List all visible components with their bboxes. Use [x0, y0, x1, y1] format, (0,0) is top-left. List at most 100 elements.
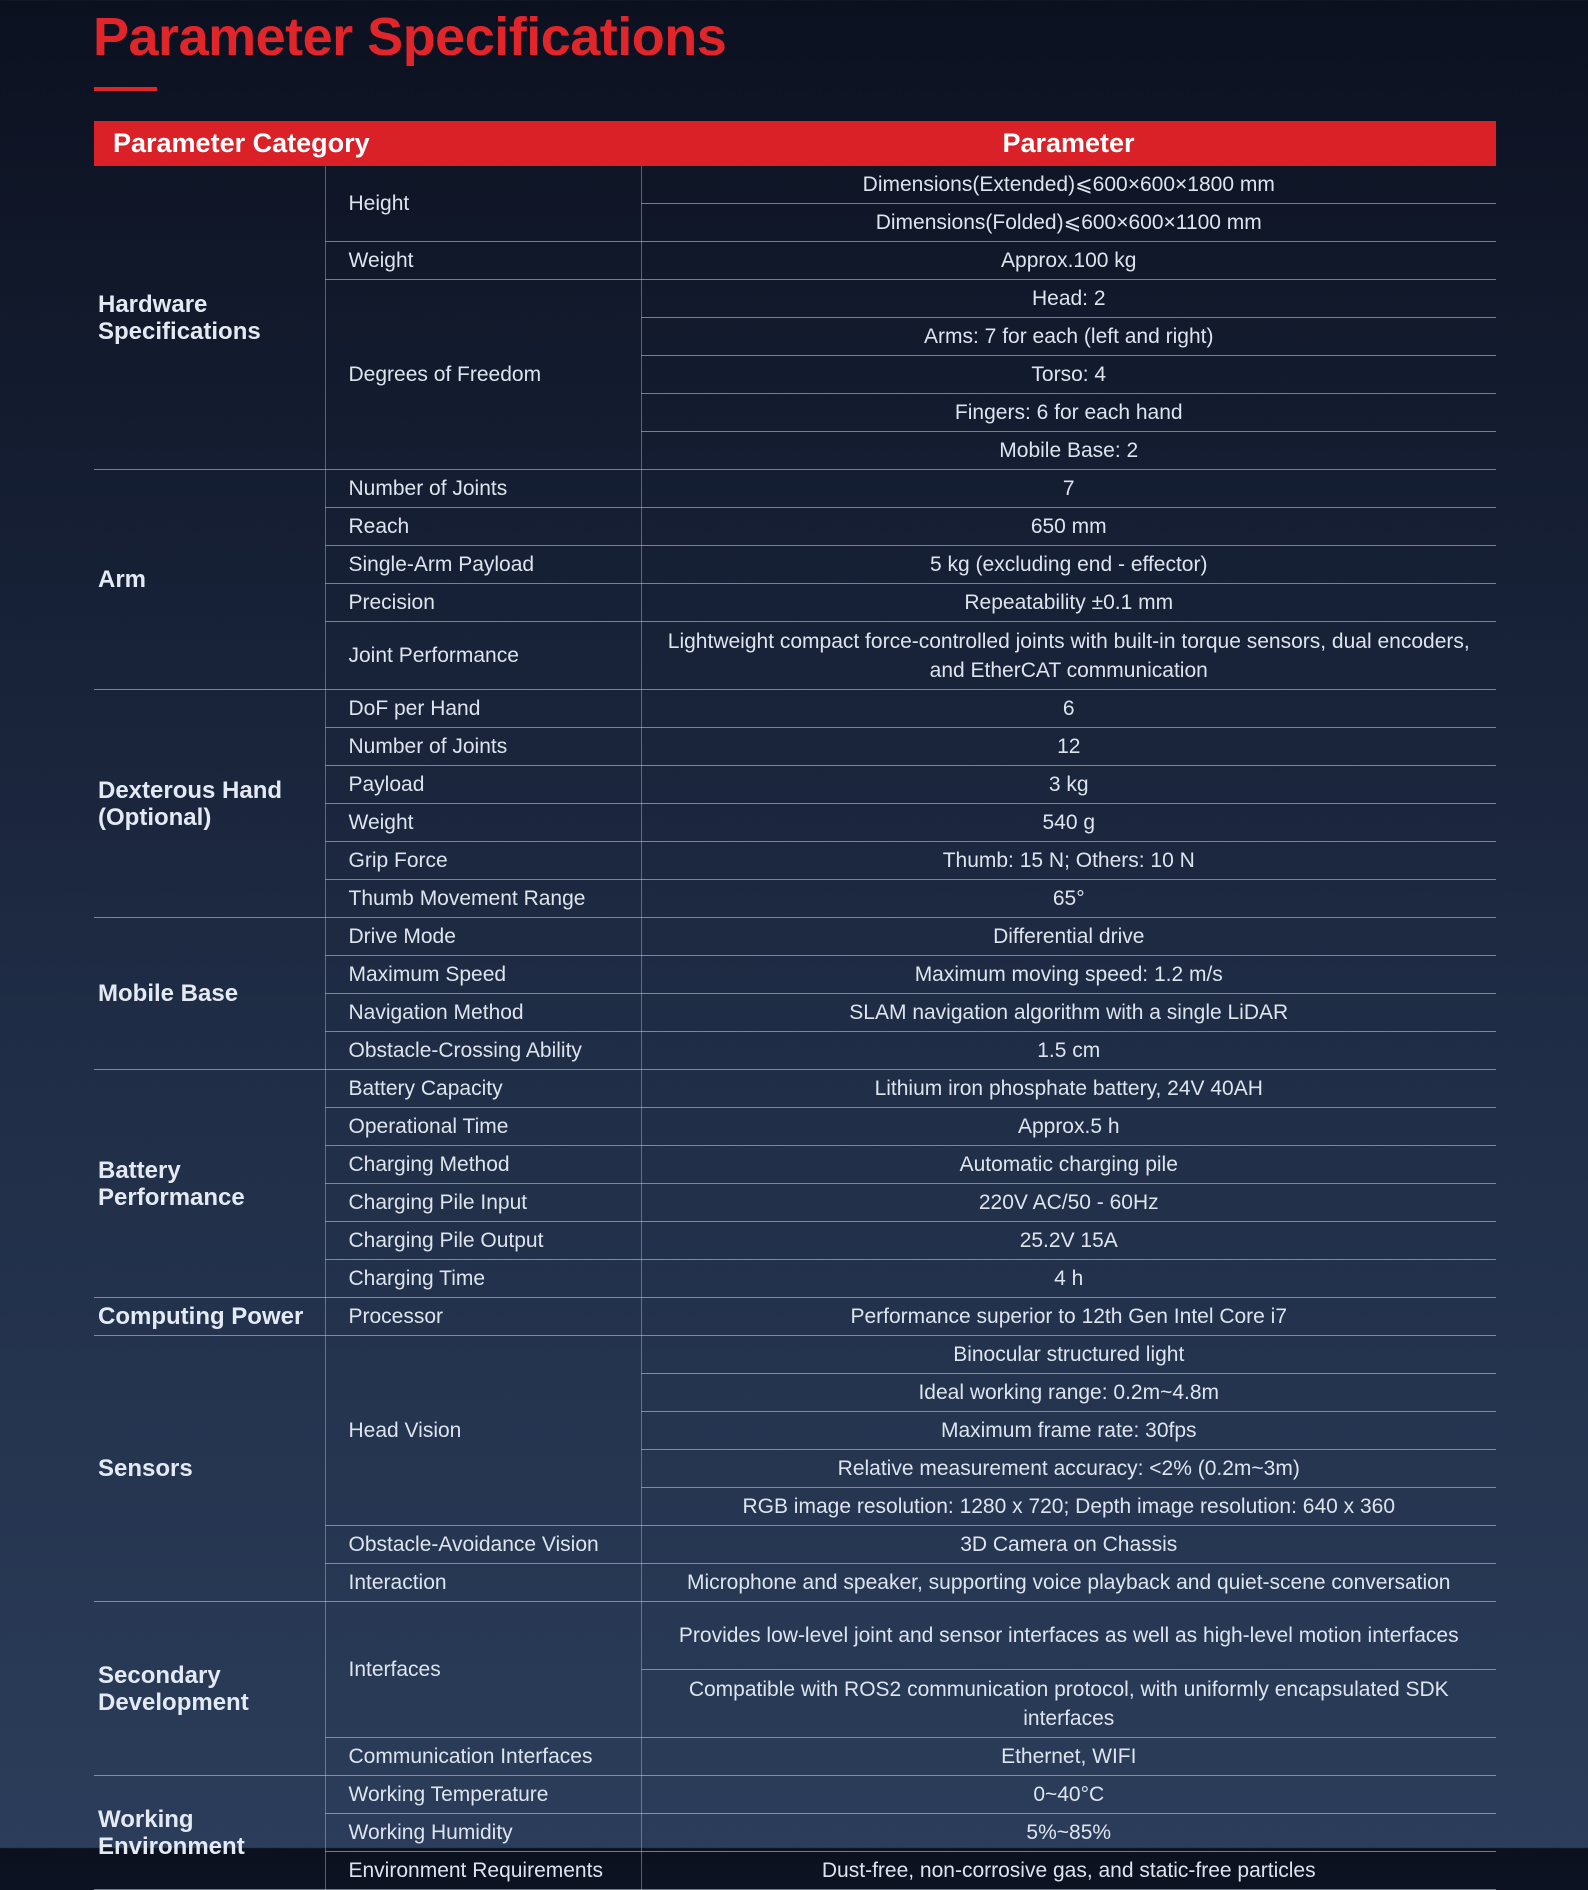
table-row: Sensors Head Vision Binocular structured l… — [94, 1335, 1496, 1602]
parameter-value-cell: Relative measurement accuracy: <2% (0.2m… — [641, 1449, 1496, 1488]
parameter-value-cell: 4 h — [641, 1259, 1496, 1298]
parameter-name-cell: Communication Interfaces — [325, 1737, 642, 1776]
parameter-name-cell: Battery Capacity — [325, 1069, 642, 1108]
table-header: Parameter Category Parameter — [94, 121, 1496, 166]
category-cell: Secondary Development — [94, 1601, 326, 1776]
table-row: Arm Number of Joints 7 — [94, 469, 1496, 690]
parameter-value-cell: Lightweight compact force-controlled joi… — [641, 621, 1496, 690]
title-underline — [94, 87, 157, 91]
parameter-name-cell: Charging Method — [325, 1145, 642, 1184]
parameter-name-cell: Single-Arm Payload — [325, 545, 642, 584]
parameter-value-cell: Approx.100 kg — [641, 241, 1496, 280]
parameter-name-cell: Head Vision — [325, 1335, 642, 1526]
category-cell: Sensors — [94, 1335, 326, 1602]
table-row: Secondary Development Interfaces Provides … — [94, 1601, 1496, 1776]
table-body: Hardware Specifications Height Dimensions(… — [94, 166, 1496, 1890]
table-row: Computing Power Processor Performance supe… — [94, 1297, 1496, 1336]
table-row: Weight 540 g — [94, 803, 1496, 842]
page-title: Parameter Specifications — [93, 7, 727, 67]
parameter-name-cell: Payload — [325, 765, 642, 804]
table-row: Mobile Base: 2 — [94, 431, 1496, 470]
table-row: Thumb Movement Range 65° — [94, 879, 1496, 918]
category-cell: Arm — [94, 469, 326, 690]
table-row: Reach 650 mm — [94, 507, 1496, 546]
table-row: Maximum Speed Maximum moving speed: 1.2 m… — [94, 955, 1496, 994]
parameter-value-cell: Automatic charging pile — [641, 1145, 1496, 1184]
parameter-value-cell: Performance superior to 12th Gen Intel C… — [641, 1297, 1496, 1336]
parameter-value-cell: 25.2V 15A — [641, 1221, 1496, 1260]
parameter-name-cell: Number of Joints — [325, 469, 642, 508]
parameter-value-cell: 540 g — [641, 803, 1496, 842]
header-parameter: Parameter — [641, 121, 1496, 166]
parameter-value-cell: Fingers: 6 for each hand — [641, 393, 1496, 432]
parameter-value-cell: 650 mm — [641, 507, 1496, 546]
parameter-value-cell: Head: 2 — [641, 279, 1496, 318]
parameter-name-cell: Charging Time — [325, 1259, 642, 1298]
parameter-name-cell: Interaction — [325, 1563, 642, 1602]
parameter-value-cell: Compatible with ROS2 communication proto… — [641, 1669, 1496, 1738]
table-row: Number of Joints 12 — [94, 727, 1496, 766]
parameter-name-cell: Height — [325, 166, 642, 242]
table-row: Joint Performance Lightweight compact for… — [94, 621, 1496, 690]
parameter-value-cell: Dimensions(Folded)⩽600×600×1100 mm — [641, 203, 1496, 242]
parameter-value-cell: Approx.5 h — [641, 1107, 1496, 1146]
parameter-name-cell: Thumb Movement Range — [325, 879, 642, 918]
parameter-value-cell: Differential drive — [641, 917, 1496, 956]
table-row: Dimensions(Folded)⩽600×600×1100 mm — [94, 203, 1496, 242]
parameter-name-cell: Environment Requirements — [325, 1851, 642, 1890]
parameter-name-cell: Degrees of Freedom — [325, 279, 642, 470]
parameter-name-cell: Precision — [325, 583, 642, 622]
parameter-name-cell: Obstacle-Avoidance Vision — [325, 1525, 642, 1564]
parameter-name-cell: Weight — [325, 241, 642, 280]
category-cell: Battery Performance — [94, 1069, 326, 1298]
parameter-name-cell: Interfaces — [325, 1601, 642, 1738]
parameter-name-cell: DoF per Hand — [325, 689, 642, 728]
table-row: Charging Pile Output 25.2V 15A — [94, 1221, 1496, 1260]
parameter-name-cell: Navigation Method — [325, 993, 642, 1032]
parameter-name-cell: Operational Time — [325, 1107, 642, 1146]
table-row: Relative measurement accuracy: <2% (0.2m… — [94, 1449, 1496, 1488]
category-cell: Hardware Specifications — [94, 166, 326, 470]
parameter-name-cell: Working Temperature — [325, 1775, 642, 1814]
parameter-name-cell: Drive Mode — [325, 917, 642, 956]
table-row: Navigation Method SLAM navigation algorit… — [94, 993, 1496, 1032]
table-row: Single-Arm Payload 5 kg (excluding end - … — [94, 545, 1496, 584]
parameter-name-cell: Charging Pile Output — [325, 1221, 642, 1260]
parameter-name-cell: Joint Performance — [325, 621, 642, 690]
category-cell: Dexterous Hand (Optional) — [94, 689, 326, 918]
category-cell: Mobile Base — [94, 917, 326, 1070]
table-row: Obstacle-Crossing Ability 1.5 cm — [94, 1031, 1496, 1070]
parameter-name-cell: Working Humidity — [325, 1813, 642, 1852]
table-row: Payload 3 kg — [94, 765, 1496, 804]
table-row: Fingers: 6 for each hand — [94, 393, 1496, 432]
parameter-value-cell: Ethernet, WIFI — [641, 1737, 1496, 1776]
parameter-value-cell: 12 — [641, 727, 1496, 766]
parameter-value-cell: 3D Camera on Chassis — [641, 1525, 1496, 1564]
table-row: Maximum frame rate: 30fps — [94, 1411, 1496, 1450]
parameter-value-cell: Arms: 7 for each (left and right) — [641, 317, 1496, 356]
parameter-value-cell: SLAM navigation algorithm with a single … — [641, 993, 1496, 1032]
parameter-value-cell: 220V AC/50 - 60Hz — [641, 1183, 1496, 1222]
parameter-value-cell: Provides low-level joint and sensor inte… — [641, 1601, 1496, 1670]
parameter-value-cell: Repeatability ±0.1 mm — [641, 583, 1496, 622]
table-row: Operational Time Approx.5 h — [94, 1107, 1496, 1146]
spec-table: Parameter Category Parameter Hardware Sp… — [94, 121, 1496, 1890]
parameter-value-cell: Mobile Base: 2 — [641, 431, 1496, 470]
parameter-name-cell: Reach — [325, 507, 642, 546]
parameter-value-cell: Maximum moving speed: 1.2 m/s — [641, 955, 1496, 994]
parameter-name-cell: Obstacle-Crossing Ability — [325, 1031, 642, 1070]
table-row: Torso: 4 — [94, 355, 1496, 394]
parameter-value-cell: 7 — [641, 469, 1496, 508]
table-row: Hardware Specifications Height Dimensions(… — [94, 166, 1496, 470]
table-row: Charging Pile Input 220V AC/50 - 60Hz — [94, 1183, 1496, 1222]
category-cell: Computing Power — [94, 1297, 326, 1336]
parameter-value-cell: Maximum frame rate: 30fps — [641, 1411, 1496, 1450]
table-row: Charging Method Automatic charging pile — [94, 1145, 1496, 1184]
table-row: Working Environment Working Temperature 0~… — [94, 1775, 1496, 1890]
parameter-name-cell: Grip Force — [325, 841, 642, 880]
parameter-value-cell: 6 — [641, 689, 1496, 728]
parameter-value-cell: Ideal working range: 0.2m~4.8m — [641, 1373, 1496, 1412]
table-row: Obstacle-Avoidance Vision 3D Camera on Ch… — [94, 1525, 1496, 1564]
parameter-value-cell: Torso: 4 — [641, 355, 1496, 394]
parameter-value-cell: Dimensions(Extended)⩽600×600×1800 mm — [641, 166, 1496, 204]
